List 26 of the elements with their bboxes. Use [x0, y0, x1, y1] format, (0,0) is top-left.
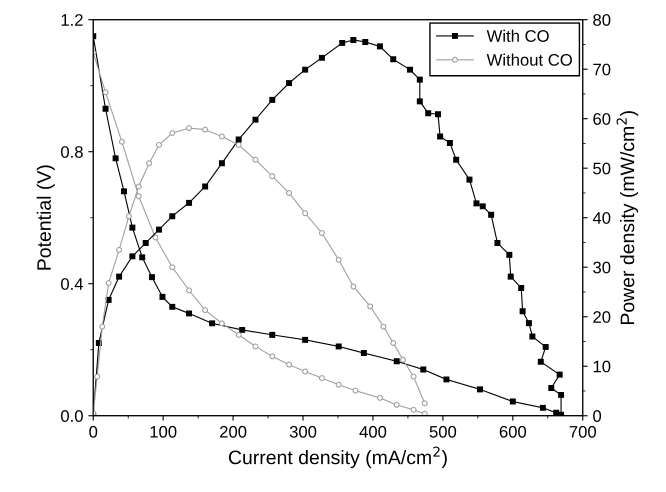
legend-label: Without CO — [486, 54, 572, 66]
x-tick-label: 700 — [570, 426, 596, 438]
y2-tick-label: 60 — [593, 113, 610, 125]
y2-tick-label: 50 — [593, 162, 610, 174]
x-axis-title: Current density (mA/cm$^{2}$) — [228, 446, 447, 468]
y2-tick-label: 40 — [592, 212, 610, 224]
x-tick-label: 0 — [89, 426, 98, 438]
x-tick-label: 200 — [220, 426, 246, 438]
y2-tick-label: 80 — [593, 14, 610, 26]
legend-label: With CO — [486, 30, 549, 42]
y2-tick-label: 30 — [593, 262, 610, 274]
y-axis-title: Potential (V) — [36, 165, 55, 270]
y2-tick-label: 10 — [594, 360, 610, 372]
x-tick-label: 100 — [150, 426, 176, 438]
y-tick-label: 0.4 — [61, 278, 84, 290]
y2-axis-title: Power density (mW/cm$^{2}$) — [616, 111, 638, 324]
x-tick-label: 300 — [290, 426, 316, 438]
y-tick-label: 0.0 — [61, 410, 83, 422]
x-tick-label: 500 — [430, 426, 456, 438]
y2-tick-label: 0 — [593, 410, 602, 422]
y2-tick-label: 70 — [593, 64, 610, 76]
y2-tick-label: 20 — [593, 311, 610, 323]
x-tick-label: 400 — [359, 426, 386, 438]
y-tick-label: 0.8 — [61, 146, 83, 158]
x-tick-label: 600 — [500, 426, 526, 438]
y-tick-label: 1.2 — [62, 14, 83, 26]
